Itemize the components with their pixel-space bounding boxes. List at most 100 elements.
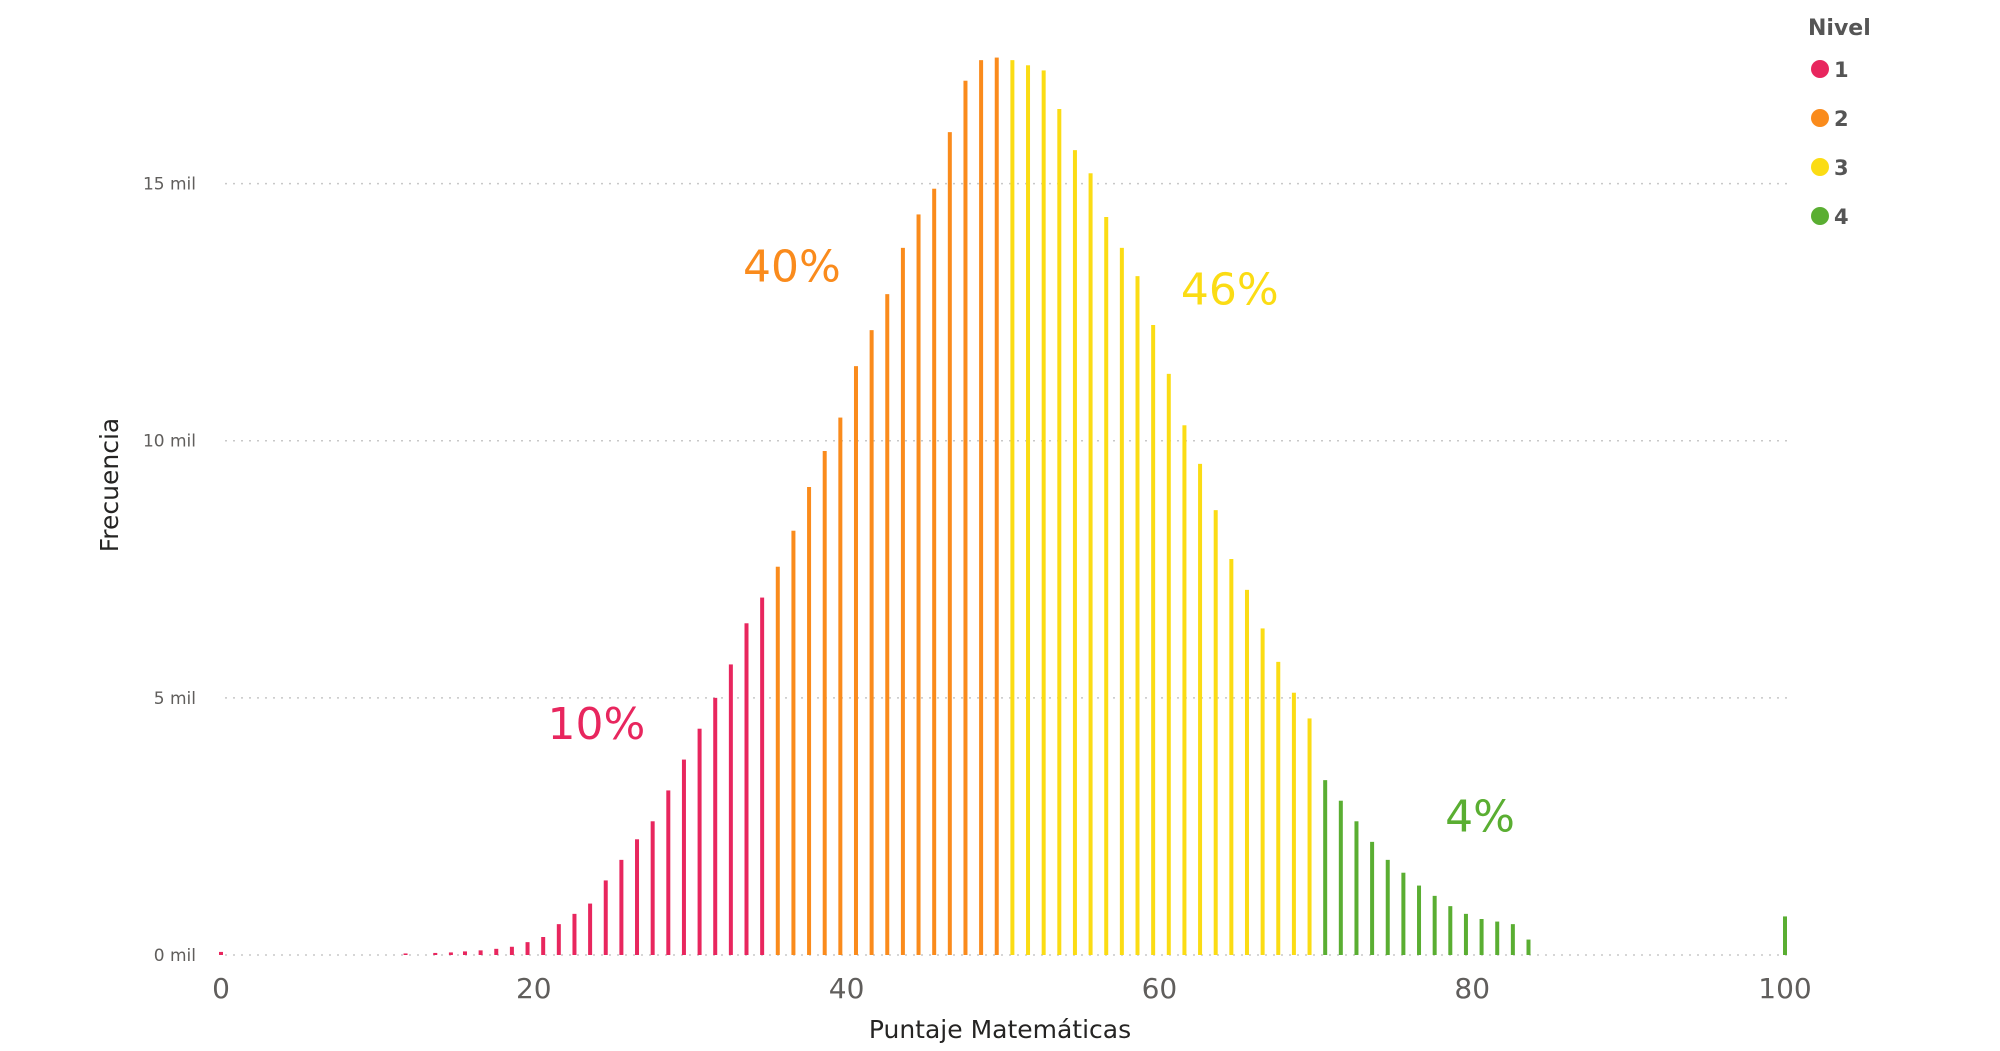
bar-level-2 — [838, 417, 843, 956]
x-tick-label: 100 — [1758, 972, 1811, 1005]
bar-level-4 — [1432, 895, 1437, 955]
legend-label: 3 — [1834, 156, 1849, 180]
x-tick-label: 20 — [516, 972, 552, 1005]
bar-level-3 — [1182, 425, 1187, 955]
legend-marker — [1811, 109, 1829, 127]
bars — [219, 57, 1787, 956]
bar-level-2 — [932, 188, 937, 955]
y-tick-label: 10 mil — [143, 432, 196, 452]
bar-level-1 — [650, 821, 655, 955]
legend-title: Nivel — [1808, 16, 1871, 41]
legend-marker — [1811, 207, 1829, 225]
bar-level-4 — [1510, 924, 1515, 955]
bar-level-2 — [963, 80, 968, 955]
bar-level-1 — [713, 697, 718, 955]
bar-level-3 — [1276, 661, 1281, 955]
bar-level-1 — [478, 950, 483, 955]
legend-marker — [1811, 60, 1829, 78]
bar-level-3 — [1166, 373, 1171, 955]
bar-level-1 — [572, 913, 577, 955]
bar-level-3 — [1244, 589, 1249, 955]
bar-level-3 — [1041, 70, 1046, 955]
bar-level-4 — [1479, 919, 1484, 955]
bar-level-3 — [1151, 325, 1156, 955]
x-axis-title: Puntaje Matemáticas — [869, 1015, 1131, 1044]
y-tick-label: 15 mil — [143, 175, 196, 195]
bar-level-2 — [807, 487, 812, 955]
bar-level-2 — [822, 451, 827, 955]
annotations: 10% 40% 46% 4% — [547, 241, 1514, 842]
bar-level-2 — [869, 330, 874, 956]
bar-level-1 — [541, 937, 546, 955]
y-axis-title: Frecuencia — [95, 418, 124, 553]
bar-level-4 — [1526, 939, 1531, 955]
legend-label: 2 — [1834, 107, 1849, 131]
bar-level-4 — [1495, 921, 1500, 955]
percentage-annotation: 46% — [1181, 264, 1279, 315]
bar-level-4 — [1354, 821, 1359, 955]
bar-level-1 — [744, 623, 749, 955]
bar-level-3 — [1088, 173, 1093, 956]
x-tick-label: 0 — [212, 972, 230, 1005]
percentage-annotation: 4% — [1445, 792, 1515, 843]
percentage-annotation: 10% — [547, 699, 645, 750]
bar-level-2 — [916, 214, 921, 955]
bar-level-2 — [853, 366, 858, 956]
bar-level-3 — [1010, 60, 1015, 955]
bar-level-3 — [1119, 247, 1124, 955]
bar-level-4 — [1783, 916, 1787, 955]
bar-level-3 — [1260, 628, 1265, 955]
legend-label: 4 — [1834, 205, 1849, 229]
bar-level-1 — [219, 951, 223, 955]
bar-level-4 — [1338, 800, 1343, 955]
bar-level-1 — [509, 946, 514, 955]
legend-label: 1 — [1834, 58, 1849, 82]
bar-level-4 — [1448, 906, 1453, 955]
y-tick-label: 0 mil — [154, 946, 196, 966]
bar-level-3 — [1213, 510, 1218, 955]
bar-level-3 — [1057, 109, 1062, 955]
bar-level-1 — [760, 597, 765, 955]
bar-level-4 — [1463, 913, 1468, 955]
bar-level-1 — [588, 903, 593, 955]
bar-level-1 — [525, 942, 530, 955]
bar-level-1 — [666, 790, 671, 955]
bar-level-1 — [728, 664, 733, 955]
bar-level-4 — [1370, 841, 1375, 955]
bar-level-1 — [635, 839, 640, 955]
bar-level-1 — [697, 728, 702, 955]
bar-level-1 — [619, 859, 624, 955]
x-tick-label: 40 — [829, 972, 865, 1005]
legend: Nivel 1 2 3 4 — [1808, 16, 1871, 229]
y-axis: 0 mil 5 mil 10 mil 15 mil — [143, 175, 196, 966]
bar-level-2 — [994, 57, 999, 956]
bar-level-1 — [433, 952, 438, 955]
bar-level-2 — [900, 247, 905, 955]
bar-level-1 — [494, 948, 499, 955]
bar-level-1 — [681, 759, 686, 955]
y-tick-label: 5 mil — [154, 689, 196, 709]
bar-level-1 — [556, 924, 561, 955]
bar-level-2 — [885, 294, 890, 956]
bar-level-2 — [947, 132, 952, 956]
bar-level-3 — [1135, 276, 1140, 956]
bar-level-4 — [1385, 859, 1390, 955]
x-tick-label: 80 — [1454, 972, 1490, 1005]
bar-level-4 — [1417, 885, 1422, 955]
bar-level-2 — [791, 530, 796, 955]
bar-level-1 — [448, 952, 453, 955]
bar-level-3 — [1026, 65, 1031, 956]
gridlines — [225, 182, 1790, 956]
bar-level-2 — [775, 566, 780, 955]
x-axis: 0 20 40 60 80 100 — [212, 972, 1812, 1005]
bar-level-3 — [1072, 150, 1077, 956]
x-tick-label: 60 — [1142, 972, 1178, 1005]
bar-level-3 — [1307, 718, 1312, 955]
bar-level-3 — [1291, 692, 1296, 955]
bar-level-4 — [1401, 872, 1406, 955]
bar-level-1 — [462, 951, 467, 955]
bar-level-1 — [403, 953, 408, 955]
bar-level-2 — [979, 60, 984, 955]
bar-level-3 — [1198, 463, 1203, 955]
